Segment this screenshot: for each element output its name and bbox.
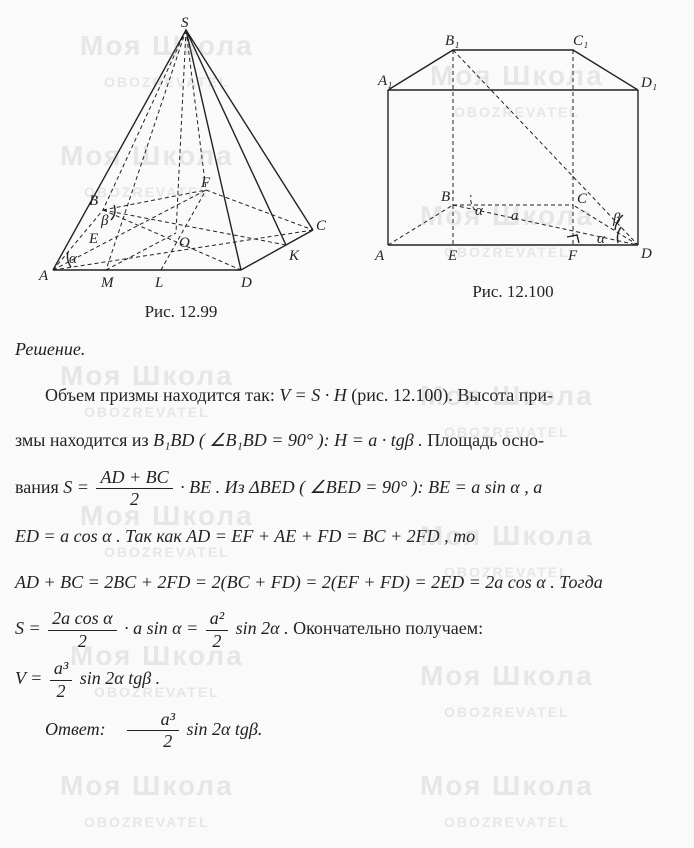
label-D1: D₁ [640, 75, 657, 91]
pyramid-diagram: S A B C D E F K L M O α β [31, 15, 331, 295]
label-B1: B₁ [445, 33, 459, 49]
fraction-answer: a³ 2 [127, 709, 179, 753]
fraction-2: 2a cos α 2 [48, 608, 116, 652]
text: sin 2α tgβ. [186, 719, 262, 739]
text: Окончательно получаем: [293, 618, 483, 638]
label-M: M [100, 275, 115, 291]
line-6: S = 2a cos α 2 · a sin α = a² 2 sin 2α .… [15, 608, 679, 652]
label-B: B [441, 189, 450, 205]
numerator: AD + BC [96, 467, 172, 490]
label-D: D [240, 275, 252, 291]
denominator: 2 [48, 631, 116, 653]
label-O: O [179, 235, 190, 251]
label-F: F [567, 248, 578, 264]
text: sin 2α . [236, 618, 289, 638]
label-A: A [374, 248, 385, 264]
text: · BE . Из ΔBED ( ∠BED = 90° ): BE = a si… [180, 477, 542, 497]
label-F: F [200, 175, 211, 191]
denominator: 2 [206, 631, 228, 653]
fraction-V: a³ 2 [50, 658, 72, 702]
label-B: B [89, 193, 98, 209]
denominator: 2 [96, 489, 172, 511]
label-K: K [288, 248, 300, 264]
numerator: a³ [50, 658, 72, 681]
label-beta: β [612, 211, 621, 227]
line-3: вания S = AD + BC 2 · BE . Из ΔBED ( ∠BE… [15, 467, 679, 511]
numerator: a³ [127, 709, 179, 732]
text: змы находится из [15, 430, 153, 450]
text: (рис. 12.100). Высота при- [351, 385, 553, 405]
answer-line: Ответ: a³ 2 sin 2α tgβ. [15, 709, 679, 753]
line-4: ED = a cos α . Так как AD = EF + AE + FD… [15, 517, 679, 557]
label-beta: β [100, 213, 109, 229]
line-7: V = a³ 2 sin 2α tgβ . [15, 658, 679, 702]
label-D: D [640, 246, 652, 262]
line-2: змы находится из B₁BD ( ∠B₁BD = 90° ): H… [15, 421, 679, 461]
text: S = [15, 618, 45, 638]
fraction-area: AD + BC 2 [96, 467, 172, 511]
numerator: 2a cos α [48, 608, 116, 631]
figure-left-caption: Рис. 12.99 [31, 302, 331, 322]
figure-left: S A B C D E F K L M O α β Рис. 12.99 [31, 15, 331, 322]
formula-volume: V = S · H [279, 385, 346, 405]
label-C1: C₁ [573, 33, 588, 49]
line-5: AD + BC = 2BC + 2FD = 2(BC + FD) = 2(EF … [15, 563, 679, 603]
solution-body: Решение. Объем призмы находится так: V =… [15, 330, 679, 753]
label-C: C [577, 191, 588, 207]
figure-right-caption: Рис. 12.100 [363, 282, 663, 302]
label-E: E [88, 231, 98, 247]
answer-label: Ответ: [45, 719, 106, 739]
numerator: a² [206, 608, 228, 631]
watermark: Моя ШколаOBOZREVATEL [60, 770, 234, 834]
text: · a sin α = [124, 618, 203, 638]
text: Площадь осно- [427, 430, 544, 450]
formula-height: B₁BD ( ∠B₁BD = 90° ): H = a · tgβ . [153, 430, 423, 450]
text: V = [15, 669, 47, 689]
fraction-3: a² 2 [206, 608, 228, 652]
solution-heading: Решение. [15, 330, 679, 370]
figure-right: A₁ B₁ C₁ D₁ A B C D E F a α α β Рис. 12.… [363, 15, 663, 322]
watermark: Моя ШколаOBOZREVATEL [420, 770, 594, 834]
label-alpha-b: α [475, 203, 484, 219]
figures-row: S A B C D E F K L M O α β Рис. 12.99 [15, 15, 679, 322]
label-L: L [154, 275, 163, 291]
denominator: 2 [127, 731, 179, 753]
label-E: E [447, 248, 457, 264]
label-alpha-d: α [597, 231, 606, 247]
text: sin 2α tgβ . [80, 669, 160, 689]
text: вания [15, 477, 63, 497]
label-alpha: α [69, 251, 78, 267]
denominator: 2 [50, 681, 72, 703]
label-A1: A₁ [377, 73, 392, 89]
label-C: C [316, 218, 327, 234]
line-1: Объем призмы находится так: V = S · H (р… [15, 376, 679, 416]
label-a: a [511, 208, 519, 224]
label-S: S [181, 15, 189, 31]
text: Объем призмы находится так: [45, 385, 279, 405]
label-A: A [38, 268, 49, 284]
prism-diagram: A₁ B₁ C₁ D₁ A B C D E F a α α β [363, 15, 663, 275]
